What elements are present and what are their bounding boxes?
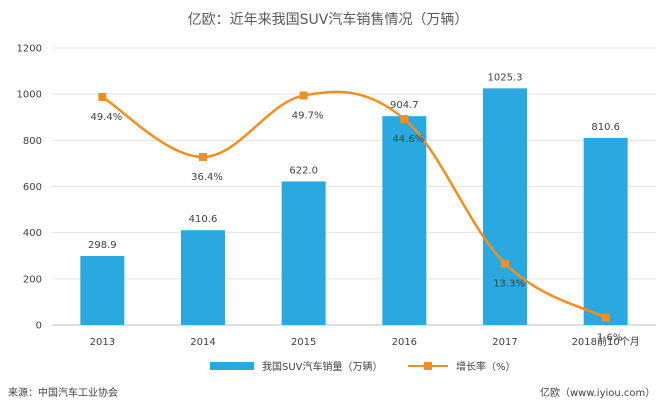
x-tick-label: 2014 [190,337,215,348]
legend-item-growth: 增长率（%） [408,358,516,373]
y-tick-label: 800 [23,136,42,147]
legend-item-sales: 我国SUV汽车销量（万辆） [210,358,383,373]
y-tick-label: 400 [23,228,42,239]
bar-2016 [382,116,427,325]
bar-2018前10个月 [583,137,628,325]
legend-label-growth: 增长率（%） [456,362,516,373]
bar-data-label: 622.0 [289,165,318,176]
growth-marker-2018前10个月 [601,313,610,322]
y-tick-label: 1000 [17,90,42,101]
growth-data-label: 13.3% [493,279,525,290]
y-tick-label: 600 [23,182,42,193]
growth-rate-line [101,90,607,319]
bar-2015 [281,181,326,325]
x-tick-label: 2017 [492,337,517,348]
bar-2013 [80,256,125,325]
x-tick-label: 2016 [392,337,417,348]
bar-data-label: 1025.3 [488,72,523,83]
x-tick-label: 2015 [291,337,316,348]
growth-data-label: 49.7% [292,111,324,122]
growth-data-label: 36.4% [191,172,223,183]
growth-marker-2017 [501,259,509,268]
legend-swatch-sales [210,361,254,370]
growth-data-label: 1.6% [597,333,622,344]
x-tick-label: 2018前10个月 [572,335,640,348]
bar-data-label: 810.6 [591,122,620,133]
legend-swatch-growth [408,361,448,370]
x-tick-label: 2013 [90,337,115,348]
growth-data-label: 44.6% [392,134,424,145]
y-tick-label: 200 [23,274,42,285]
bar-2017 [483,88,527,325]
y-tick-label: 1200 [17,44,42,55]
growth-marker-2015 [299,91,308,100]
legend-label-sales: 我国SUV汽车销量（万辆） [262,362,383,373]
growth-marker-2016 [400,115,409,124]
bar-data-label: 298.9 [88,240,117,251]
y-tick-label: 0 [36,321,42,332]
growth-marker-2014 [199,152,207,161]
growth-marker-2013 [98,92,107,101]
growth-data-label: 49.4% [90,112,122,123]
brand-note: 亿欧（www.iyiou.com） [540,388,656,399]
bar-data-label: 410.6 [189,214,218,225]
source-note: 来源：中国汽车工业协会 [8,388,118,399]
bar-2014 [181,230,225,325]
bar-data-label: 904.7 [390,100,419,111]
chart-title: 亿欧：近年来我国SUV汽车销售情况（万辆） [187,12,469,28]
